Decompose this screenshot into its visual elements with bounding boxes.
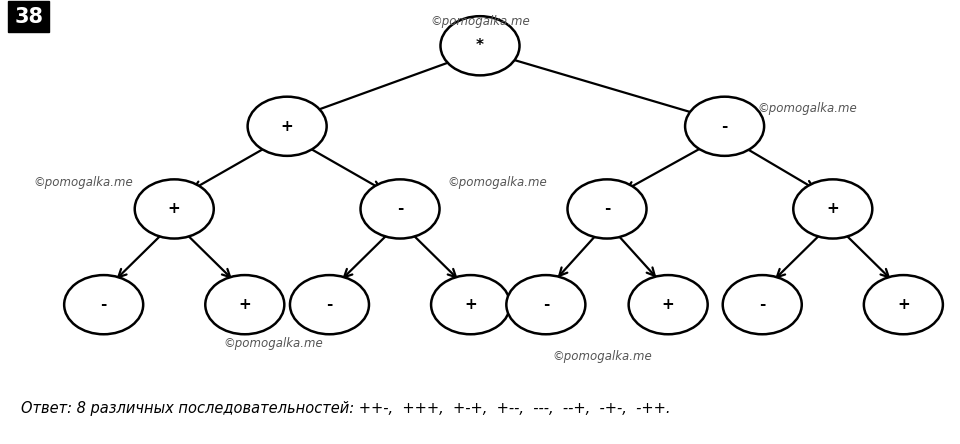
Text: -: - bbox=[721, 119, 728, 134]
Text: +: + bbox=[280, 119, 294, 134]
Text: ©pomogalka.me: ©pomogalka.me bbox=[430, 15, 530, 28]
Text: +: + bbox=[238, 297, 252, 312]
Ellipse shape bbox=[64, 275, 143, 334]
Ellipse shape bbox=[134, 179, 214, 238]
Text: -: - bbox=[542, 297, 549, 312]
Ellipse shape bbox=[567, 179, 646, 238]
Ellipse shape bbox=[205, 275, 284, 334]
Text: ©pomogalka.me: ©pomogalka.me bbox=[447, 176, 547, 189]
Text: +: + bbox=[168, 202, 180, 216]
Text: +: + bbox=[465, 297, 477, 312]
Ellipse shape bbox=[248, 97, 326, 156]
Text: +: + bbox=[897, 297, 910, 312]
Text: ©pomogalka.me: ©pomogalka.me bbox=[552, 350, 652, 363]
Ellipse shape bbox=[723, 275, 802, 334]
Text: ©pomogalka.me: ©pomogalka.me bbox=[757, 103, 857, 115]
Ellipse shape bbox=[864, 275, 943, 334]
Text: +: + bbox=[827, 202, 839, 216]
Text: -: - bbox=[396, 202, 403, 216]
Text: -: - bbox=[759, 297, 765, 312]
Ellipse shape bbox=[290, 275, 369, 334]
Ellipse shape bbox=[441, 16, 519, 75]
Ellipse shape bbox=[431, 275, 510, 334]
Ellipse shape bbox=[685, 97, 764, 156]
Ellipse shape bbox=[361, 179, 440, 238]
Text: ©pomogalka.me: ©pomogalka.me bbox=[33, 176, 132, 189]
Ellipse shape bbox=[793, 179, 873, 238]
Text: Ответ: 8 различных последовательностей: ++-,  +++,  +-+,  +--,  ---,  --+,  -+-,: Ответ: 8 различных последовательностей: … bbox=[21, 400, 670, 416]
Text: -: - bbox=[326, 297, 333, 312]
Text: ©pomogalka.me: ©pomogalka.me bbox=[223, 337, 323, 350]
Text: -: - bbox=[604, 202, 611, 216]
Text: +: + bbox=[661, 297, 675, 312]
Ellipse shape bbox=[506, 275, 586, 334]
Text: 38: 38 bbox=[14, 7, 43, 27]
Text: *: * bbox=[476, 38, 484, 53]
Text: -: - bbox=[101, 297, 107, 312]
Ellipse shape bbox=[629, 275, 708, 334]
